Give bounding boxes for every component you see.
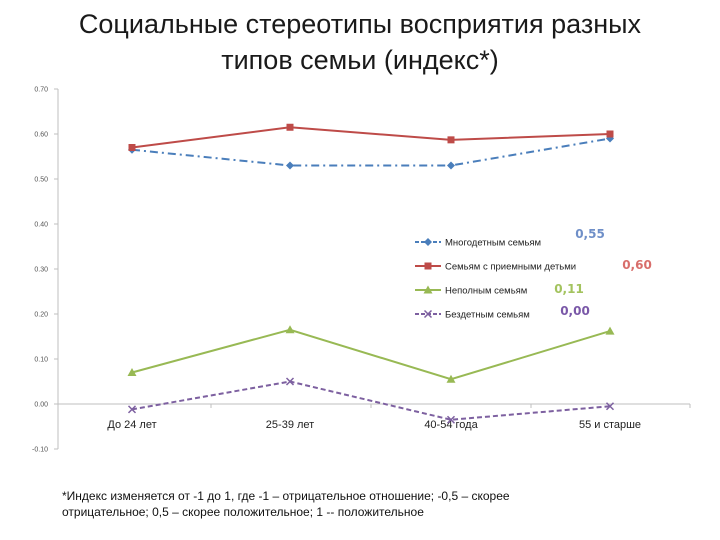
series-point-triangle [423,285,433,294]
series-point-x-stroke [127,405,137,414]
series-point-diamond [424,238,432,246]
footnote: *Индекс изменяется от -1 до 1, где -1 – … [62,488,682,520]
legend-item-3: Неполным семьям [415,285,527,297]
x-category-label: 25-39 лет [266,419,314,431]
y-tick-label: 0.10 [34,357,48,364]
series-point-x [446,415,456,424]
series-point-x-stroke [446,415,456,424]
footnote-line-2: отрицательное; 0,5 – скорее положительно… [62,505,424,519]
legend-label: Неполным семьям [445,286,527,297]
summary-badge-4: 0,00 [560,304,590,318]
legend-item-4: Бездетным семьям [415,310,530,321]
series-point-diamond [447,161,455,170]
series-line [131,126,611,149]
series-summary-badges: 0,55 0,60 0,11 0,00 [554,227,652,318]
series-1 [128,134,614,170]
summary-badge-1: 0,55 [575,227,605,241]
legend-item-2: Семьям с приемными детьми [415,262,576,273]
series-line [131,380,611,421]
series-point-square [424,262,432,270]
x-category-label: До 24 лет [107,419,156,431]
series-point-triangle [285,325,295,334]
series-4 [127,377,615,424]
series-point-x-stroke [423,309,433,319]
series-point-triangle [605,326,615,335]
series-point-diamond [286,161,294,170]
series-point-x-stroke [285,377,295,386]
legend-label: Бездетным семьям [445,310,530,321]
series-point-square [447,136,455,144]
series-point-x [285,377,295,386]
y-tick-label: 0.70 [34,87,48,94]
legend-item-1: Многодетным семьям [415,238,541,249]
y-tick-label: 0.50 [34,177,48,184]
summary-badge-2: 0,60 [622,258,652,272]
series-line [131,328,611,381]
series-3 [127,325,615,383]
legend-label: Семьям с приемными детьми [445,262,576,273]
footnote-line-1: *Индекс изменяется от -1 до 1, где -1 – … [62,489,510,503]
y-axis: 0.70 0.60 0.50 0.40 0.30 0.20 0.10 0.00 -0.10 [32,87,59,454]
series-2 [128,123,614,151]
series-point-x [127,405,137,414]
series-layer [127,123,615,424]
series-point-square [606,130,614,138]
x-category-label: 55 и старше [579,419,641,431]
y-tick-label: 0.20 [34,312,48,319]
series-point-square [286,123,294,131]
summary-badge-3: 0,11 [554,282,584,296]
y-tick-label: -0.10 [32,447,48,454]
series-point-square [128,144,136,151]
title-line-2: типов семьи (индекс*) [221,45,499,75]
series-point-x [605,402,615,411]
x-category-label: 40-54 года [424,419,478,431]
line-chart: 0.70 0.60 0.50 0.40 0.30 0.20 0.10 0.00 -0.10 До… [32,87,691,454]
series-point-triangle [127,368,137,376]
y-tick-label: 0.00 [34,402,48,409]
slide-title: Социальные стереотипы восприятия разных … [0,6,720,78]
legend: Многодетным семьям Семьям с приемными дет… [415,238,576,321]
series-line [131,137,611,167]
x-axis: До 24 лет 25-39 лет 40-54 года 55 и старше [57,403,691,431]
series-point-x-stroke [605,402,615,411]
y-tick-label: 0.60 [34,132,48,139]
series-point-x [423,309,433,319]
title-line-1: Социальные стереотипы восприятия разных [78,9,642,39]
series-point-triangle [446,374,456,383]
legend-label: Многодетным семьям [445,238,541,249]
y-tick-label: 0.40 [34,222,48,229]
y-tick-label: 0.30 [34,267,48,274]
